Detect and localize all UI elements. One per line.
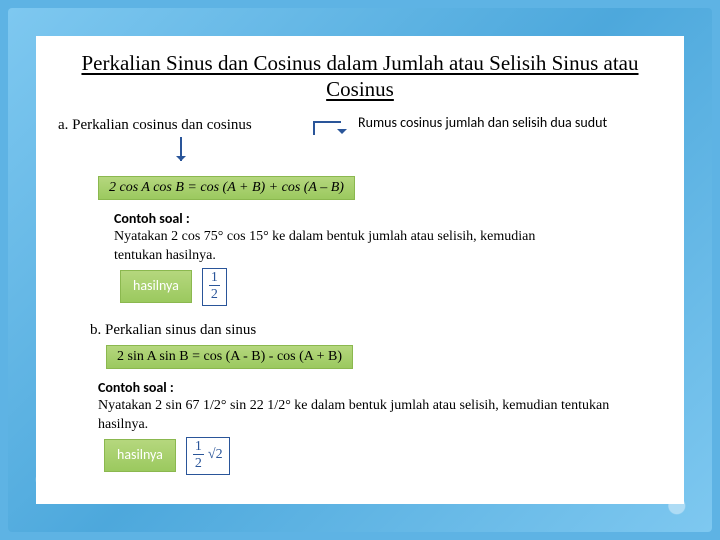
result-b-sqrt: √2 xyxy=(208,446,223,465)
contoh-a-body: Nyatakan 2 cos 75° cos 15° ke dalam bent… xyxy=(114,228,574,266)
note-rumus: Rumus cosinus jumlah dan selisih dua sud… xyxy=(358,115,658,132)
result-b: 1 2 √2 xyxy=(186,437,230,474)
contoh-a: Contoh soal : Nyatakan 2 cos 75° cos 15°… xyxy=(114,210,662,306)
page-title: Perkalian Sinus dan Cosinus dalam Jumlah… xyxy=(58,50,662,103)
contoh-b-body: Nyatakan 2 sin 67 1/2° sin 22 1/2° ke da… xyxy=(98,397,618,435)
contoh-a-label: Contoh soal : xyxy=(114,210,662,229)
formula-box-b: 2 sin A sin B = cos (A - B) - cos (A + B… xyxy=(106,345,353,369)
formula-box-a: 2 cos A cos B = cos (A + B) + cos (A – B… xyxy=(98,176,355,200)
hasilnya-button-b[interactable]: hasilnya xyxy=(104,439,176,472)
hasilnya-button-a[interactable]: hasilnya xyxy=(120,270,192,303)
result-a: 1 2 xyxy=(202,268,227,305)
content-panel: Perkalian Sinus dan Cosinus dalam Jumlah… xyxy=(36,36,684,504)
arrow-right-icon xyxy=(313,121,341,123)
result-b-den: 2 xyxy=(193,455,204,471)
result-a-num: 1 xyxy=(209,271,220,286)
contoh-b: Contoh soal : Nyatakan 2 sin 67 1/2° sin… xyxy=(98,379,662,475)
contoh-b-label: Contoh soal : xyxy=(98,379,662,398)
result-b-num: 1 xyxy=(193,440,204,455)
result-a-den: 2 xyxy=(209,286,220,302)
arrow-down-icon xyxy=(180,137,182,161)
section-a: a. Perkalian cosinus dan cosinus Rumus c… xyxy=(58,117,662,306)
section-b-heading: b. Perkalian sinus dan sinus xyxy=(90,322,662,339)
